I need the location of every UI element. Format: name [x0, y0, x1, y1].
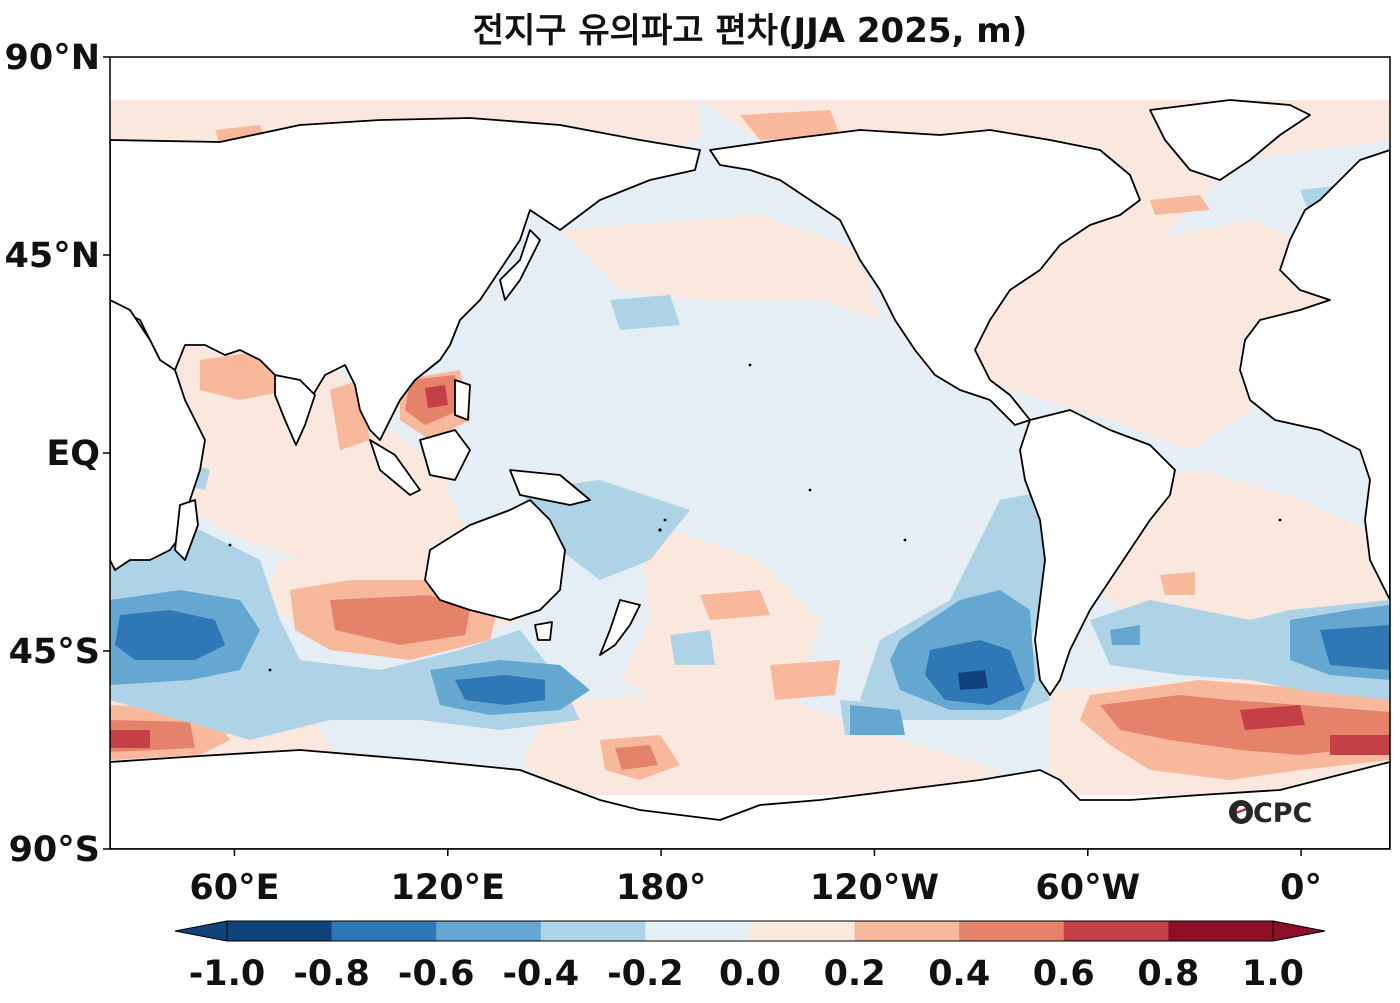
new-zealand	[599, 599, 641, 656]
colorbar	[174, 920, 1326, 942]
japan	[499, 229, 541, 301]
greenland	[1149, 99, 1311, 181]
colorbar-label: 0.4	[928, 954, 990, 994]
colorbar-label: -0.2	[607, 954, 684, 994]
antarctica	[110, 749, 1390, 849]
islands	[228, 363, 1282, 672]
colorbar-label: 0.6	[1033, 954, 1095, 994]
land-masses	[110, 99, 1390, 849]
lat-label: 90°N	[5, 38, 101, 78]
europe-africa-east	[1239, 149, 1390, 601]
longitude-labels: 60°E 120°E 180° 120°W 60°W 0°	[189, 849, 1322, 908]
colorbar-label: -0.6	[398, 954, 475, 994]
logo-text: OCPC	[1230, 798, 1312, 829]
colorbar-label: 0.2	[824, 954, 886, 994]
map-title: 전지구 유의파고 편차(JJA 2025, m)	[473, 11, 1028, 51]
australia	[424, 499, 566, 621]
colorbar-label: 1.0	[1242, 954, 1304, 994]
lon-label: 60°E	[189, 868, 279, 908]
lon-label: 120°E	[391, 868, 505, 908]
tasmania	[534, 621, 553, 641]
india	[274, 374, 316, 446]
lon-label: 60°W	[1035, 868, 1140, 908]
lat-label: 45°S	[9, 632, 100, 672]
africa	[110, 299, 206, 571]
ocpc-logo: OCPC	[1229, 798, 1312, 829]
colorbar-outline	[226, 920, 1274, 942]
anomaly-negative-peak	[958, 670, 988, 690]
colorbar-label: 0.0	[719, 954, 781, 994]
map-area	[110, 99, 1390, 849]
lon-label: 180°	[616, 868, 707, 908]
borneo	[419, 429, 471, 481]
lat-label: 90°S	[9, 830, 100, 870]
lat-label: EQ	[46, 434, 100, 474]
colorbar-labels: -1.0 -0.8 -0.6 -0.4 -0.2 0.0 0.2 0.4 0.6 0.8 1.0	[189, 954, 1304, 994]
colorbar-extend-low	[174, 920, 228, 942]
lon-label: 0°	[1280, 868, 1322, 908]
lon-label: 120°W	[810, 868, 939, 908]
sumatra	[369, 439, 421, 496]
philippines	[454, 379, 471, 421]
colorbar-swatch	[331, 921, 437, 941]
anomaly-positive-peak	[110, 385, 1390, 755]
colorbar-label: -1.0	[189, 954, 266, 994]
lat-label: 45°N	[5, 236, 101, 276]
latitude-labels: 90°N 45°N EQ 45°S 90°S	[5, 38, 110, 870]
colorbar-swatch	[959, 921, 1065, 941]
colorbar-swatch	[1063, 921, 1169, 941]
colorbar-swatch	[540, 921, 646, 941]
new-guinea	[509, 469, 591, 506]
colorbar-swatch	[1168, 921, 1274, 941]
colorbar-label: 0.8	[1137, 954, 1199, 994]
colorbar-swatch	[436, 921, 542, 941]
madagascar	[174, 499, 199, 561]
eurasia	[110, 117, 701, 441]
colorbar-swatch	[645, 921, 751, 941]
south-america	[1019, 409, 1176, 696]
colorbar-swatch	[750, 921, 856, 941]
north-america	[709, 129, 1141, 426]
colorbar-label: -0.8	[293, 954, 370, 994]
colorbar-swatch	[854, 921, 960, 941]
colorbar-swatch	[227, 921, 333, 941]
colorbar-label: -0.4	[503, 954, 580, 994]
colorbar-extend-high	[1272, 920, 1326, 942]
